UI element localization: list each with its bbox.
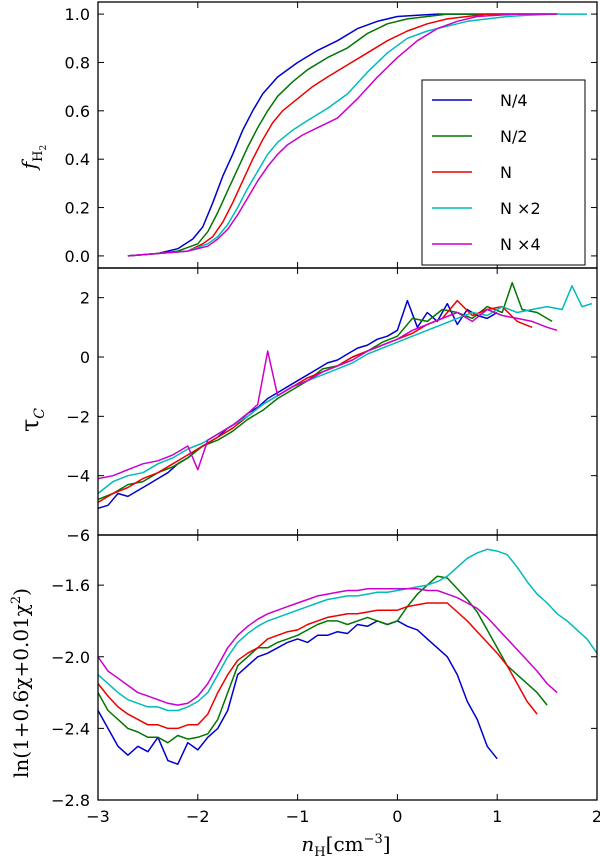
ytick-label: 0 [80,348,90,367]
panel-fh2-ylabel-sub: H [31,150,46,161]
ytick-label: −1.6 [51,576,90,595]
xlabel-main: n [301,832,314,856]
xtick-label: 0 [392,807,402,826]
legend-label: N ×4 [500,235,541,254]
ytick-label: 1.0 [65,5,90,24]
legend-label: N/4 [500,91,528,110]
panel-lnchi-xlabel: nH[cm−3] [301,832,390,858]
panel-lnchi-frame [97,534,598,801]
panel-fh2: 0.00.20.40.60.81.0 fH2 N/4N/2NN ×2N ×4 [17,1,598,269]
xlabel-sub: H [314,845,325,858]
panel-tauc-ylabel-sub: C [32,408,48,419]
series-line-tauc-0 [97,299,498,510]
ytick-label: 0.2 [65,199,90,218]
legend-label: N ×2 [500,199,541,218]
ytick-label: −6 [66,526,90,545]
panel-tauc-ylabel-main: τ [16,419,44,432]
legend-label: N/2 [500,127,528,146]
panel-fh2-series [127,13,587,257]
legend-label: N [500,163,512,182]
xtick-label: −3 [86,807,110,826]
panel-lnchi-ylabel: ln(1+0.6χ+0.01χ2) [9,588,33,778]
xtick-label: −1 [286,807,310,826]
series-line-fh2-2 [127,13,558,257]
series-line-fh2-4 [127,13,558,257]
series-line-tauc-3 [97,285,593,495]
legend-items: N/4 N/2 N N ×2 N ×4 [432,91,541,254]
panel-fh2-ticks: 0.0 0.2 0.4 0.6 0.8 1.0 [65,2,598,268]
panel-fh2-ylabel-subsub: 2 [39,145,49,151]
series-line-tauc-1 [97,282,553,501]
series-line-lnchi-3 [97,548,598,712]
ytick-label: 0.6 [65,102,90,121]
ytick-label: 0.4 [65,150,90,169]
xlabel-exp: −3 [364,832,383,847]
panel-tauc-ticks: −6 −4 −2 0 2 [66,268,598,545]
ytick-label: 0.8 [65,53,90,72]
panel-lnchi-ticks: −2.8 −2.4 −2.0 −1.6 −3 −2 −1 0 1 2 [51,535,600,826]
ytick-label: −2.0 [51,648,90,667]
panel-tauc-series [97,282,593,510]
panel-lnchi-ylabel-close: ) [9,588,33,596]
series-line-fh2-3 [127,13,587,257]
panel-lnchi-series [97,548,598,765]
panel-tauc-ylabel: τC [16,408,48,432]
panel-lnchi-ylabel-main: ln(1+0.6χ+0.01χ [9,604,33,778]
ytick-label: −2.4 [51,719,90,738]
series-line-tauc-2 [97,299,533,504]
series-line-fh2-1 [127,13,558,257]
panel-lnchi-ylabel-exp: 2 [9,596,24,604]
series-line-lnchi-2 [97,602,538,730]
ytick-label: −2 [66,407,90,426]
ytick-label: −4 [66,467,90,486]
panel-tauc: −6 −4 −2 0 2 τC [16,267,598,545]
xtick-label: 2 [592,807,600,826]
series-line-lnchi-0 [97,620,498,765]
series-line-tauc-4 [97,308,558,480]
ytick-label: 0.0 [65,247,90,266]
xtick-label: −2 [186,807,210,826]
ytick-label: −2.8 [51,791,90,810]
series-line-lnchi-4 [97,587,558,706]
panel-lnchi: −2.8 −2.4 −2.0 −1.6 −3 −2 −1 0 1 2 ln(1+0.6χ+0.01… [9,534,600,858]
xlabel-unit: [cm [326,832,364,856]
ytick-label: 2 [80,289,90,308]
xtick-label: 1 [492,807,502,826]
xlabel-close: ] [383,832,391,856]
legend: N/4 N/2 N N ×2 N ×4 [421,79,586,266]
